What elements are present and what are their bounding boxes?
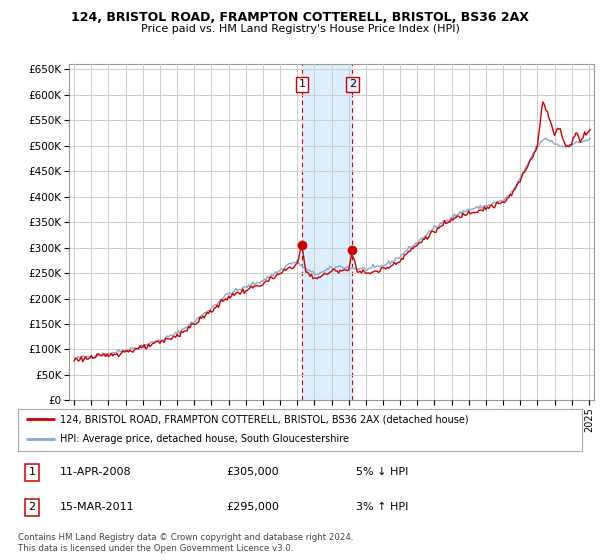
Text: £305,000: £305,000	[227, 468, 280, 478]
Text: £295,000: £295,000	[227, 502, 280, 512]
Text: HPI: Average price, detached house, South Gloucestershire: HPI: Average price, detached house, Sout…	[60, 434, 349, 444]
Text: 124, BRISTOL ROAD, FRAMPTON COTTERELL, BRISTOL, BS36 2AX: 124, BRISTOL ROAD, FRAMPTON COTTERELL, B…	[71, 11, 529, 24]
Text: Price paid vs. HM Land Registry's House Price Index (HPI): Price paid vs. HM Land Registry's House …	[140, 24, 460, 34]
Text: Contains HM Land Registry data © Crown copyright and database right 2024.
This d: Contains HM Land Registry data © Crown c…	[18, 533, 353, 553]
Text: 2: 2	[29, 502, 35, 512]
Text: 5% ↓ HPI: 5% ↓ HPI	[356, 468, 409, 478]
Text: 2: 2	[349, 80, 356, 90]
Text: 1: 1	[298, 80, 305, 90]
Text: 1: 1	[29, 468, 35, 478]
Bar	[302, 64, 352, 400]
Text: 3% ↑ HPI: 3% ↑ HPI	[356, 502, 409, 512]
Text: 124, BRISTOL ROAD, FRAMPTON COTTERELL, BRISTOL, BS36 2AX (detached house): 124, BRISTOL ROAD, FRAMPTON COTTERELL, B…	[60, 414, 469, 424]
Text: 15-MAR-2011: 15-MAR-2011	[60, 502, 135, 512]
Text: 11-APR-2008: 11-APR-2008	[60, 468, 132, 478]
